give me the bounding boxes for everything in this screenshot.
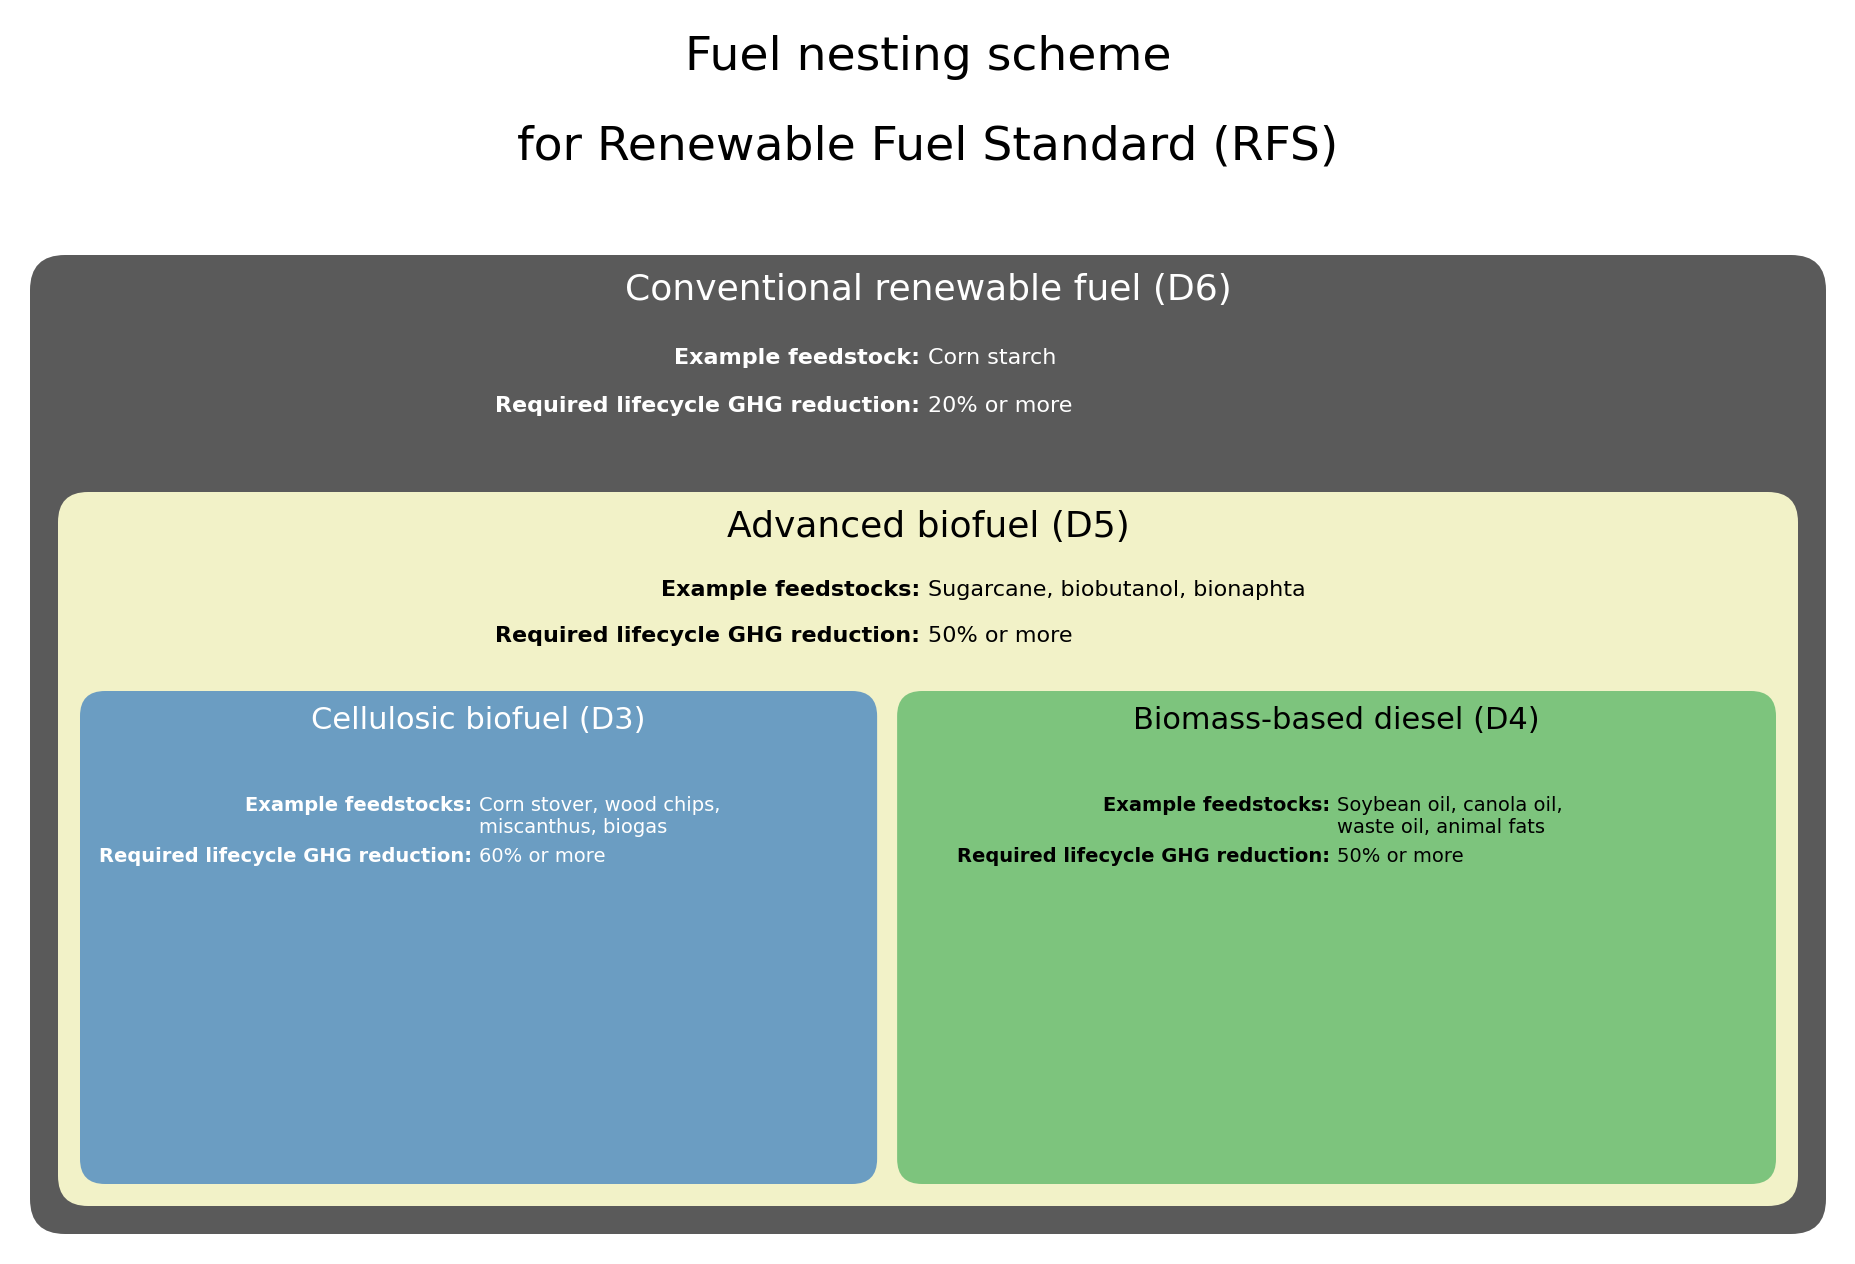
FancyBboxPatch shape xyxy=(58,492,1797,1206)
Text: Example feedstocks:: Example feedstocks: xyxy=(245,796,479,815)
Text: Example feedstocks:: Example feedstocks: xyxy=(660,580,928,600)
Text: Required lifecycle GHG reduction:: Required lifecycle GHG reduction: xyxy=(495,396,928,416)
Text: 60% or more: 60% or more xyxy=(479,847,605,866)
Text: Example feedstock:: Example feedstock: xyxy=(673,348,928,368)
Text: 20% or more: 20% or more xyxy=(928,396,1072,416)
Text: Fuel nesting scheme: Fuel nesting scheme xyxy=(684,35,1171,80)
Text: Required lifecycle GHG reduction:: Required lifecycle GHG reduction: xyxy=(957,847,1336,866)
Text: Cellulosic biofuel (D3): Cellulosic biofuel (D3) xyxy=(312,707,646,734)
Text: Required lifecycle GHG reduction:: Required lifecycle GHG reduction: xyxy=(495,626,928,646)
Text: Required lifecycle GHG reduction:: Required lifecycle GHG reduction: xyxy=(98,847,479,866)
Text: Corn starch: Corn starch xyxy=(928,348,1055,368)
Text: for Renewable Fuel Standard (RFS): for Renewable Fuel Standard (RFS) xyxy=(518,125,1337,169)
FancyBboxPatch shape xyxy=(80,691,877,1184)
Text: Advanced biofuel (D5): Advanced biofuel (D5) xyxy=(727,509,1128,544)
Text: Conventional renewable fuel (D6): Conventional renewable fuel (D6) xyxy=(625,273,1230,307)
Text: Sugarcane, biobutanol, bionaphta: Sugarcane, biobutanol, bionaphta xyxy=(928,580,1304,600)
Text: Soybean oil, canola oil,
waste oil, animal fats: Soybean oil, canola oil, waste oil, anim… xyxy=(1336,796,1562,837)
Text: 50% or more: 50% or more xyxy=(1336,847,1462,866)
Text: Example feedstocks:: Example feedstocks: xyxy=(1102,796,1336,815)
FancyBboxPatch shape xyxy=(896,691,1775,1184)
Text: Biomass-based diesel (D4): Biomass-based diesel (D4) xyxy=(1133,707,1540,734)
Text: 50% or more: 50% or more xyxy=(928,626,1072,646)
Text: Corn stover, wood chips,
miscanthus, biogas: Corn stover, wood chips, miscanthus, bio… xyxy=(479,796,720,837)
FancyBboxPatch shape xyxy=(30,255,1825,1234)
